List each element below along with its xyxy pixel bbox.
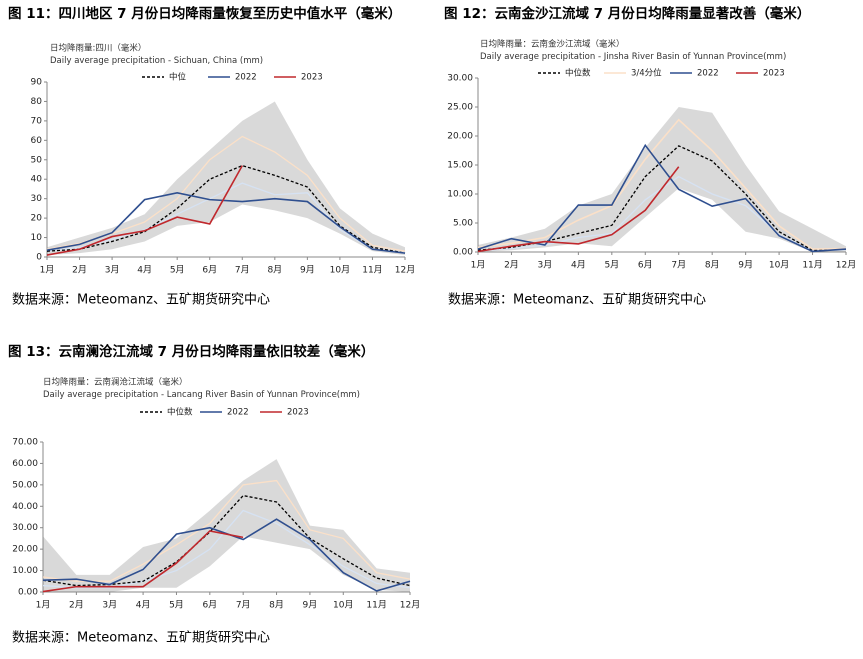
- y-tick-label: 25.00: [447, 103, 473, 113]
- x-tick-label: 8月: [705, 260, 720, 271]
- y-tick-label: 30.00: [447, 74, 473, 84]
- y-tick-label: 10.00: [12, 566, 38, 576]
- x-tick-label: 4月: [571, 260, 586, 271]
- legend-label: 2022: [227, 408, 249, 418]
- legend-label: 2023: [287, 408, 309, 418]
- x-tick-label: 10月: [769, 260, 789, 271]
- x-tick-label: 1月: [40, 265, 55, 276]
- y-tick-label: 60.00: [12, 459, 38, 469]
- range-band: [478, 107, 846, 252]
- y-tick-label: 70: [31, 116, 43, 126]
- subtitle: Daily average precipitation - Jinsha Riv…: [480, 52, 786, 62]
- x-tick-label: 8月: [269, 600, 284, 611]
- x-tick-label: 10月: [333, 600, 353, 611]
- range-band: [47, 101, 405, 256]
- x-tick-label: 5月: [169, 600, 184, 611]
- legend-label: 2022: [697, 69, 719, 79]
- y-tick-label: 10.00: [447, 190, 473, 200]
- x-tick-label: 9月: [300, 265, 315, 276]
- x-tick-label: 7月: [236, 600, 251, 611]
- series-line: [46, 165, 243, 256]
- x-tick-label: 12月: [400, 600, 420, 611]
- series-line: [477, 166, 680, 253]
- x-tick-label: 9月: [303, 600, 318, 611]
- legend-label: 2023: [763, 69, 785, 79]
- y-tick-label: 90: [31, 78, 43, 88]
- y-tick-label: 5.00: [453, 219, 473, 229]
- legend-label: 2023: [301, 73, 323, 83]
- y-tick-label: 60: [31, 136, 43, 146]
- y-tick-label: 0.00: [453, 248, 473, 258]
- legend-label: 中位数: [167, 407, 193, 418]
- series-line: [42, 494, 411, 587]
- x-tick-label: 12月: [395, 265, 415, 276]
- x-tick-label: 3月: [102, 600, 117, 611]
- x-tick-label: 6月: [638, 260, 653, 271]
- series-line: [46, 192, 406, 254]
- series-line: [46, 164, 406, 254]
- x-tick-label: 4月: [136, 600, 151, 611]
- range-band: [43, 459, 410, 592]
- subtitle: 日均降雨量：云南澜沧江流域（毫米）: [43, 377, 188, 388]
- x-tick-label: 1月: [36, 600, 51, 611]
- x-tick-label: 6月: [202, 265, 217, 276]
- x-tick-label: 1月: [471, 260, 486, 271]
- subtitle: 日均降雨量:四川（毫米）: [50, 43, 146, 54]
- x-tick-label: 4月: [137, 265, 152, 276]
- x-tick-label: 2月: [72, 265, 87, 276]
- subtitle: Daily average precipitation - Lancang Ri…: [43, 390, 360, 400]
- y-tick-label: 20.00: [12, 545, 38, 555]
- x-tick-label: 11月: [362, 265, 382, 276]
- y-tick-label: 15.00: [447, 161, 473, 171]
- x-tick-label: 11月: [366, 600, 386, 611]
- x-tick-label: 3月: [538, 260, 553, 271]
- y-tick-label: 0.00: [18, 588, 38, 598]
- x-tick-label: 6月: [202, 600, 217, 611]
- reference-line: [42, 509, 411, 589]
- x-tick-label: 8月: [267, 265, 282, 276]
- chart-title: 图 11：四川地区 7 月份日均降雨量恢复至历史中值水平（毫米）: [8, 5, 401, 22]
- subtitle: Daily average precipitation - Sichuan, C…: [50, 56, 263, 66]
- x-tick-label: 9月: [738, 260, 753, 271]
- y-tick-label: 30: [31, 194, 43, 204]
- legend-label: 中位: [169, 72, 187, 83]
- source-note: 数据来源：Meteomanz、五矿期货研究中心: [448, 292, 706, 308]
- chart-title: 图 12：云南金沙江流域 7 月份日均降雨量显著改善（毫米）: [444, 5, 810, 22]
- chart-title: 图 13：云南澜沧江流域 7 月份日均降雨量依旧较差（毫米）: [8, 343, 374, 360]
- y-tick-label: 20.00: [447, 132, 473, 142]
- x-tick-label: 7月: [235, 265, 250, 276]
- legend-label: 2022: [235, 73, 257, 83]
- y-tick-label: 80: [31, 97, 43, 107]
- y-tick-label: 50: [31, 155, 43, 165]
- legend-label: 中位数: [565, 68, 591, 79]
- source-note: 数据来源：Meteomanz、五矿期货研究中心: [12, 292, 270, 308]
- x-tick-label: 5月: [604, 260, 619, 271]
- y-tick-label: 20: [31, 214, 43, 224]
- source-note: 数据来源：Meteomanz、五矿期货研究中心: [12, 630, 270, 646]
- y-tick-label: 30.00: [12, 523, 38, 533]
- x-tick-label: 3月: [105, 265, 120, 276]
- y-tick-label: 10: [31, 233, 43, 243]
- x-tick-label: 5月: [170, 265, 185, 276]
- x-tick-label: 10月: [330, 265, 350, 276]
- x-tick-label: 2月: [69, 600, 84, 611]
- y-tick-label: 40: [31, 175, 43, 185]
- subtitle: 日均降雨量：云南金沙江流域（毫米）: [480, 39, 625, 50]
- y-tick-label: 70.00: [12, 438, 38, 448]
- y-tick-label: 40.00: [12, 502, 38, 512]
- x-tick-label: 2月: [504, 260, 519, 271]
- series-line: [477, 143, 847, 253]
- x-tick-label: 11月: [802, 260, 822, 271]
- reference-line: [46, 182, 406, 254]
- y-tick-label: 0: [36, 253, 42, 263]
- series-line: [477, 118, 847, 250]
- x-tick-label: 12月: [836, 260, 856, 271]
- series-line: [42, 530, 244, 593]
- y-tick-label: 50.00: [12, 480, 38, 490]
- reference-line: [42, 479, 411, 582]
- x-tick-label: 7月: [671, 260, 686, 271]
- legend-label: 3/4分位: [631, 68, 662, 79]
